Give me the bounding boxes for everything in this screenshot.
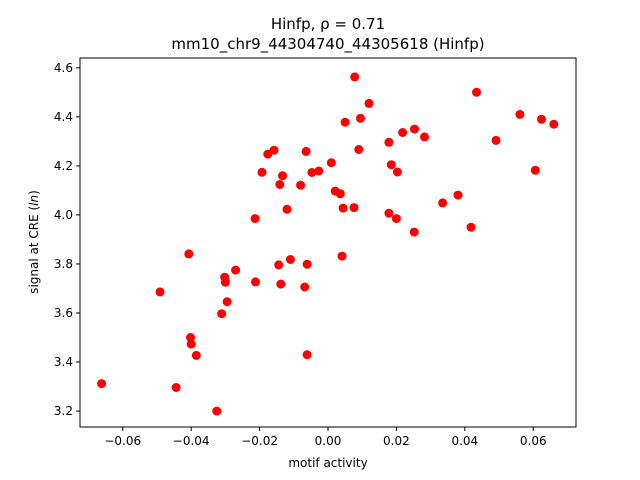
data-point <box>307 168 317 177</box>
data-point <box>340 117 350 127</box>
data-point <box>217 309 227 319</box>
data-point <box>398 128 408 137</box>
data-point <box>186 339 196 349</box>
data-point <box>301 146 311 156</box>
data-point <box>356 113 365 123</box>
data-point <box>212 406 222 416</box>
x-tick-label: −0.02 <box>241 434 278 448</box>
data-point <box>326 158 336 168</box>
y-tick-label: 4.4 <box>54 110 73 124</box>
data-point <box>250 214 260 224</box>
data-point <box>530 165 540 175</box>
plot-area <box>79 57 577 428</box>
data-point <box>278 171 287 181</box>
x-tick-label: 0.00 <box>315 434 342 448</box>
data-point <box>537 114 546 124</box>
y-tick-label: 4.6 <box>54 61 73 75</box>
data-points <box>97 72 559 416</box>
data-point <box>386 160 396 170</box>
data-point <box>296 180 306 190</box>
data-point <box>251 277 260 287</box>
data-point <box>186 333 195 342</box>
data-point <box>222 297 232 307</box>
y-axis-ticks: 3.2 3.4 3.6 3.8 4.0 4.2 4.4 4.6 <box>54 61 80 418</box>
data-point <box>282 204 292 214</box>
data-point <box>274 260 284 270</box>
data-point <box>472 87 481 97</box>
y-tick-label: 4.0 <box>54 208 73 222</box>
y-axis-label: signal at CRE (ln) <box>27 190 41 294</box>
data-point <box>384 208 394 218</box>
data-point <box>409 227 419 237</box>
data-point <box>335 189 345 199</box>
data-point <box>314 166 324 176</box>
data-point <box>257 167 267 177</box>
data-point <box>364 98 374 108</box>
data-point <box>453 190 463 200</box>
chart-title: Hinfp, ρ = 0.71 <box>271 15 385 33</box>
x-tick-label: 0.04 <box>451 434 478 448</box>
data-point <box>438 198 448 208</box>
y-tick-label: 3.2 <box>54 404 73 418</box>
data-point <box>384 137 394 147</box>
x-axis-label: motif activity <box>288 456 367 470</box>
x-tick-label: 0.02 <box>383 434 410 448</box>
x-tick-label: −0.04 <box>173 434 210 448</box>
data-point <box>300 282 310 292</box>
data-point <box>392 167 402 177</box>
data-point <box>155 287 165 297</box>
data-point <box>491 135 501 145</box>
data-point <box>220 277 230 287</box>
data-point <box>549 119 559 129</box>
data-point <box>276 279 286 289</box>
x-axis-ticks: −0.06 −0.04 −0.02 0.00 0.02 0.04 0.06 <box>104 427 547 448</box>
data-point <box>337 251 347 261</box>
x-tick-label: 0.06 <box>520 434 547 448</box>
y-tick-label: 3.4 <box>54 355 73 369</box>
data-point <box>420 132 429 142</box>
y-tick-label: 4.2 <box>54 159 73 173</box>
data-point <box>191 350 201 360</box>
data-point <box>302 259 312 269</box>
x-tick-label: −0.06 <box>104 434 141 448</box>
data-point <box>269 145 279 155</box>
y-tick-label: 3.6 <box>54 306 73 320</box>
y-tick-label: 3.8 <box>54 257 73 271</box>
data-point <box>350 72 360 82</box>
data-point <box>349 203 359 213</box>
data-point <box>466 222 476 232</box>
data-point <box>302 350 312 360</box>
data-point <box>231 265 241 275</box>
data-point <box>338 203 348 213</box>
data-point <box>285 255 295 264</box>
data-point <box>275 180 285 189</box>
data-point <box>410 124 419 134</box>
chart-subtitle: mm10_chr9_44304740_44305618 (Hinfp) <box>171 35 484 54</box>
data-point <box>515 109 525 119</box>
data-point <box>184 249 194 259</box>
data-point <box>97 379 107 389</box>
data-point <box>391 214 401 224</box>
data-point <box>171 383 181 392</box>
data-point <box>354 145 364 154</box>
